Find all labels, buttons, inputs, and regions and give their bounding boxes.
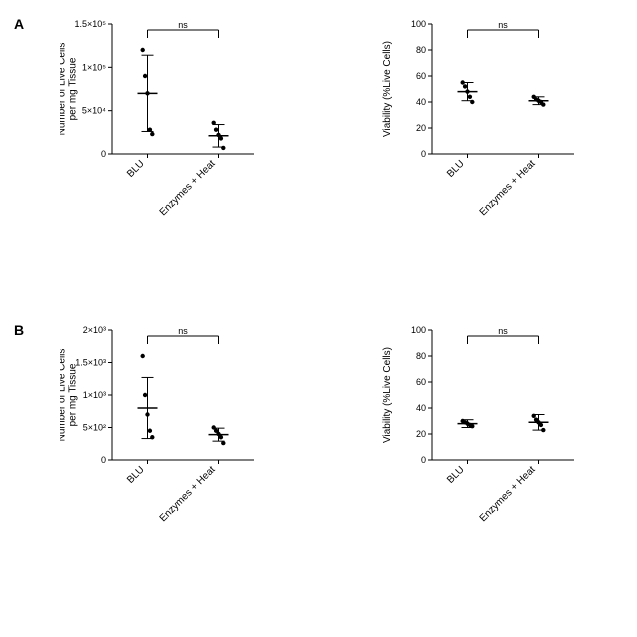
y-tick-label: 5×10⁴ bbox=[82, 106, 106, 116]
chart-b-right: Viability (%Live Cells) 0 20 40 60 80 100 BLU En… bbox=[380, 320, 580, 550]
y-tick-label: 0 bbox=[421, 455, 426, 465]
data-point bbox=[541, 102, 545, 106]
category-label: Enzymes + Heat bbox=[478, 158, 538, 218]
y-tick-label: 1.5×10³ bbox=[75, 358, 106, 368]
ns-label: ns bbox=[498, 326, 508, 336]
data-point bbox=[532, 414, 536, 418]
data-point bbox=[221, 441, 225, 445]
y-tick-label: 0 bbox=[421, 149, 426, 159]
data-point bbox=[143, 393, 147, 397]
y-tick-label: 1×10⁵ bbox=[82, 62, 106, 72]
y-tick-label: 1×10³ bbox=[83, 390, 106, 400]
data-point bbox=[470, 100, 474, 104]
data-point bbox=[212, 121, 216, 125]
data-point bbox=[468, 95, 472, 99]
data-point bbox=[148, 128, 152, 132]
data-point bbox=[141, 48, 145, 52]
y-tick-label: 80 bbox=[416, 351, 426, 361]
panel-label-a: A bbox=[14, 16, 24, 32]
y-tick-label: 1.5×10⁵ bbox=[74, 19, 106, 29]
category-label: Enzymes + Heat bbox=[158, 158, 218, 218]
category-label: Enzymes + Heat bbox=[478, 464, 538, 524]
data-point bbox=[465, 89, 469, 93]
data-point bbox=[148, 429, 152, 433]
y-tick-label: 100 bbox=[411, 325, 426, 335]
ns-label: ns bbox=[178, 326, 188, 336]
data-point bbox=[150, 435, 154, 439]
y-tick-label: 80 bbox=[416, 45, 426, 55]
data-point bbox=[214, 128, 218, 132]
chart-b-left: Number of Live Cellsper mg Tissue05×10²1… bbox=[60, 320, 260, 550]
ns-label: ns bbox=[178, 20, 188, 30]
data-point bbox=[539, 423, 543, 427]
y-tick-label: 60 bbox=[416, 71, 426, 81]
ns-bracket: ns bbox=[468, 20, 539, 38]
y-tick-label: 60 bbox=[416, 377, 426, 387]
figure-canvas: A B Number of Live Cellsper mg Tissue 0 5×… bbox=[0, 0, 637, 637]
ns-bracket: ns bbox=[148, 20, 219, 38]
data-point bbox=[143, 74, 147, 78]
y-tick-label: 0 bbox=[101, 149, 106, 159]
y-tick-label: 2×10³ bbox=[83, 325, 106, 335]
data-point bbox=[219, 435, 223, 439]
panel-label-b: B bbox=[14, 322, 24, 338]
y-axis-label: Number of Live Cellsper mg Tissue bbox=[60, 43, 79, 136]
y-axis-label: Viability (%Live Cells) bbox=[382, 347, 393, 443]
y-tick-label: 20 bbox=[416, 123, 426, 133]
data-point bbox=[221, 146, 225, 150]
y-tick-label: 100 bbox=[411, 19, 426, 29]
data-point bbox=[461, 80, 465, 84]
category-label: BLU bbox=[125, 464, 147, 486]
category-label: BLU bbox=[125, 158, 147, 180]
category-label: Enzymes + Heat bbox=[158, 464, 218, 524]
data-point bbox=[145, 412, 149, 416]
category-label: BLU bbox=[445, 464, 467, 486]
data-point bbox=[463, 84, 467, 88]
category-label: BLU bbox=[445, 158, 467, 180]
chart-a-left: Number of Live Cellsper mg Tissue 0 5×10⁴ 1… bbox=[60, 14, 260, 244]
data-point bbox=[219, 136, 223, 140]
ns-label: ns bbox=[498, 20, 508, 30]
data-point bbox=[141, 354, 145, 358]
y-tick-label: 40 bbox=[416, 403, 426, 413]
data-point bbox=[470, 424, 474, 428]
ns-bracket: ns bbox=[468, 326, 539, 344]
y-tick-label: 5×10² bbox=[83, 423, 106, 433]
chart-a-right: Viability (%Live Cells) 0 20 40 60 80 100 BLU En… bbox=[380, 14, 580, 244]
y-tick-label: 40 bbox=[416, 97, 426, 107]
y-axis-label: Viability (%Live Cells) bbox=[382, 41, 393, 137]
y-tick-label: 20 bbox=[416, 429, 426, 439]
data-point bbox=[145, 91, 149, 95]
data-point bbox=[150, 132, 154, 136]
y-tick-label: 0 bbox=[101, 455, 106, 465]
data-point bbox=[541, 428, 545, 432]
ns-bracket: ns bbox=[148, 326, 219, 344]
